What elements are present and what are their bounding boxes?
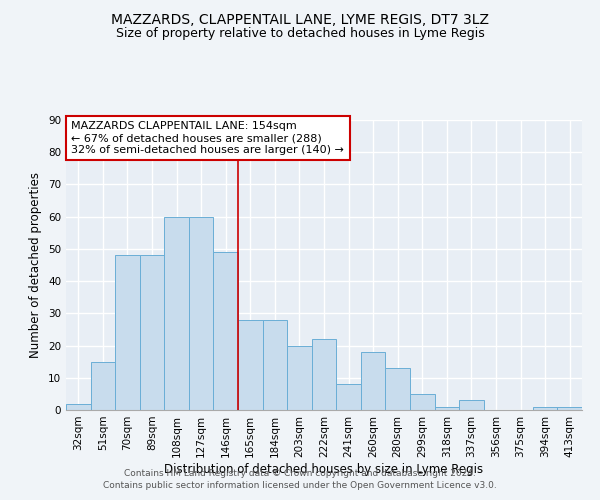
Bar [410,394,434,410]
Text: Size of property relative to detached houses in Lyme Regis: Size of property relative to detached ho… [116,28,484,40]
Bar [459,400,484,410]
Bar [189,216,214,410]
Bar [214,252,238,410]
Bar [140,256,164,410]
Bar [263,320,287,410]
Bar [385,368,410,410]
Bar [336,384,361,410]
Bar [557,407,582,410]
Bar [434,407,459,410]
Bar [66,404,91,410]
Text: Contains HM Land Registry data © Crown copyright and database right 2024.: Contains HM Land Registry data © Crown c… [124,468,476,477]
X-axis label: Distribution of detached houses by size in Lyme Regis: Distribution of detached houses by size … [164,462,484,475]
Bar [164,216,189,410]
Bar [238,320,263,410]
Text: Contains public sector information licensed under the Open Government Licence v3: Contains public sector information licen… [103,481,497,490]
Bar [361,352,385,410]
Text: MAZZARDS, CLAPPENTAIL LANE, LYME REGIS, DT7 3LZ: MAZZARDS, CLAPPENTAIL LANE, LYME REGIS, … [111,12,489,26]
Bar [533,407,557,410]
Bar [115,256,140,410]
Bar [91,362,115,410]
Bar [287,346,312,410]
Text: MAZZARDS CLAPPENTAIL LANE: 154sqm
← 67% of detached houses are smaller (288)
32%: MAZZARDS CLAPPENTAIL LANE: 154sqm ← 67% … [71,122,344,154]
Bar [312,339,336,410]
Y-axis label: Number of detached properties: Number of detached properties [29,172,43,358]
